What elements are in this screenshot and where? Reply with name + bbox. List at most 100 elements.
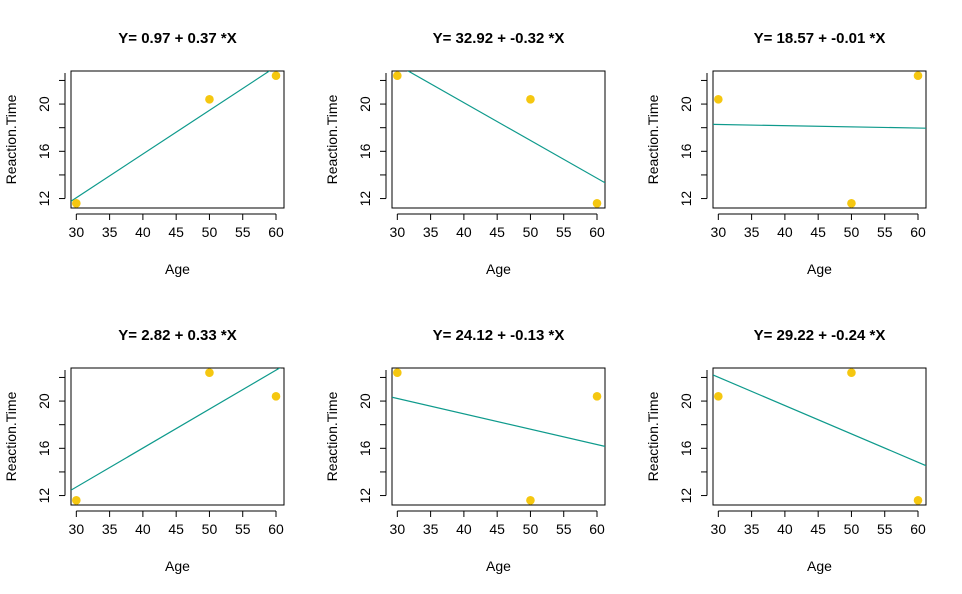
x-tick-label: 50 — [844, 521, 860, 537]
x-tick-label: 30 — [69, 521, 85, 537]
y-axis-title: Reaction.Time — [645, 391, 661, 481]
x-axis-title: Age — [807, 261, 832, 277]
plot-frame — [70, 367, 285, 506]
regression-line — [713, 374, 926, 467]
x-tick-label: 45 — [489, 521, 505, 537]
panel-5: Y= 24.12 + -0.13 *X 30 35 40 45 50 55 60 12 16 20 A… — [324, 327, 606, 574]
data-point — [526, 95, 535, 104]
y-tick-label: 12 — [36, 488, 52, 504]
x-tick-label: 60 — [910, 224, 926, 240]
x-tick-label: 50 — [202, 224, 218, 240]
y-tick-label: 16 — [36, 143, 52, 159]
y-tick-label: 12 — [357, 488, 373, 504]
regression-line — [713, 123, 926, 129]
data-point — [205, 368, 214, 378]
x-tick-label: 55 — [235, 521, 251, 537]
chart-title: Y= 18.57 + -0.01 *X — [754, 30, 886, 47]
chart-title: Y= 0.97 + 0.37 *X — [118, 30, 236, 47]
y-tick-label: 20 — [357, 96, 373, 112]
x-tick-label: 35 — [423, 521, 439, 537]
y-axis-title: Reaction.Time — [324, 94, 340, 184]
y-tick-label: 12 — [36, 191, 52, 207]
x-tick-label: 40 — [777, 521, 793, 537]
x-axis-title: Age — [486, 261, 511, 277]
y-tick-label: 16 — [678, 440, 694, 456]
y-tick-label: 20 — [357, 393, 373, 409]
x-tick-label: 40 — [456, 521, 472, 537]
x-tick-label: 35 — [423, 224, 439, 240]
y-axis-title: Reaction.Time — [3, 391, 19, 481]
x-tick-label: 30 — [390, 224, 406, 240]
x-tick-label: 45 — [489, 224, 505, 240]
regression-line — [392, 396, 605, 447]
x-tick-label: 35 — [744, 521, 760, 537]
y-tick-label: 16 — [678, 143, 694, 159]
data-point — [913, 495, 923, 505]
y-tick-label: 16 — [357, 143, 373, 159]
chart-title: Y= 32.92 + -0.32 *X — [433, 30, 565, 47]
plot-frame — [391, 70, 606, 209]
data-point — [393, 71, 402, 81]
x-tick-label: 35 — [102, 521, 118, 537]
x-axis-title: Age — [165, 558, 190, 574]
data-point — [714, 95, 723, 104]
data-point — [847, 368, 856, 378]
x-tick-label: 50 — [202, 521, 218, 537]
data-point — [847, 198, 856, 208]
y-tick-label: 12 — [678, 191, 694, 207]
y-tick-label: 20 — [678, 393, 694, 409]
x-tick-label: 60 — [268, 224, 284, 240]
y-axis-title: Reaction.Time — [645, 94, 661, 184]
x-tick-label: 60 — [268, 521, 284, 537]
x-tick-label: 40 — [135, 521, 151, 537]
panel-1: Y= 0.97 + 0.37 *X 30 35 40 45 50 55 60 12 16 20 Age… — [3, 30, 285, 277]
data-point — [913, 71, 923, 81]
data-point — [526, 495, 535, 505]
x-tick-label: 30 — [390, 521, 406, 537]
x-tick-label: 45 — [810, 521, 826, 537]
x-tick-label: 55 — [877, 521, 893, 537]
x-axis-title: Age — [486, 558, 511, 574]
data-point — [393, 368, 402, 378]
x-axis-title: Age — [807, 558, 832, 574]
x-tick-label: 55 — [877, 224, 893, 240]
x-tick-label: 30 — [711, 521, 727, 537]
regression-line — [71, 368, 281, 491]
y-axis-title: Reaction.Time — [3, 94, 19, 184]
data-point — [592, 392, 602, 401]
regression-line — [406, 71, 605, 184]
x-tick-label: 40 — [135, 224, 151, 240]
x-tick-label: 30 — [711, 224, 727, 240]
data-point — [592, 198, 602, 208]
x-tick-label: 30 — [69, 224, 85, 240]
data-point — [271, 392, 281, 401]
panel-4: Y= 2.82 + 0.33 *X 30 35 40 45 50 55 60 12 16 20 Age… — [3, 327, 285, 574]
plot-frame — [70, 70, 285, 209]
y-tick-label: 20 — [36, 96, 52, 112]
x-tick-label: 35 — [744, 224, 760, 240]
x-tick-label: 60 — [910, 521, 926, 537]
y-tick-label: 20 — [678, 96, 694, 112]
y-tick-label: 20 — [36, 393, 52, 409]
x-tick-label: 60 — [589, 521, 605, 537]
x-tick-label: 55 — [235, 224, 251, 240]
chart-title: Y= 24.12 + -0.13 *X — [433, 327, 565, 344]
x-tick-label: 50 — [844, 224, 860, 240]
chart-title: Y= 2.82 + 0.33 *X — [118, 327, 236, 344]
data-point — [205, 95, 214, 104]
x-tick-label: 40 — [456, 224, 472, 240]
plot-frame — [712, 70, 927, 209]
plot-frame — [391, 367, 606, 506]
x-tick-label: 50 — [523, 224, 539, 240]
x-tick-label: 55 — [556, 224, 572, 240]
y-axis-title: Reaction.Time — [324, 391, 340, 481]
data-point — [271, 71, 281, 81]
x-tick-label: 35 — [102, 224, 118, 240]
x-tick-label: 45 — [168, 224, 184, 240]
panel-6: Y= 29.22 + -0.24 *X 30 35 40 45 50 55 60 12 16 20 A… — [645, 327, 927, 574]
plot-frame — [712, 367, 927, 506]
x-tick-label: 60 — [589, 224, 605, 240]
regression-line — [71, 71, 271, 202]
data-point — [714, 392, 723, 401]
